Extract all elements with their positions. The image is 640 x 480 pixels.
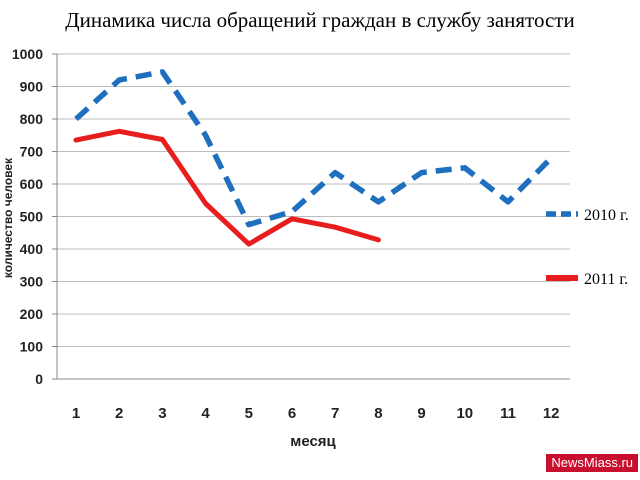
legend-label-1: 2010 г.: [584, 207, 629, 224]
x-tick-label: 7: [331, 405, 339, 422]
y-tick-label: 200: [20, 306, 44, 322]
y-tick-label: 800: [20, 111, 44, 127]
x-tick-label: 12: [543, 405, 560, 422]
x-tick-label: 1: [72, 405, 80, 422]
x-tick-label: 10: [456, 405, 473, 422]
x-tick-label: 2: [115, 405, 123, 422]
chart-title: Динамика числа обращений граждан в служб…: [65, 8, 575, 32]
y-tick-label: 700: [20, 144, 44, 160]
x-tick-label: 11: [500, 405, 516, 422]
x-tick-label: 4: [201, 405, 210, 422]
gridlines: [57, 53, 570, 347]
y-tick-label: 400: [20, 241, 44, 257]
y-tick-label: 100: [20, 339, 44, 355]
series-line-1: [74, 69, 554, 228]
y-tick-label: 0: [35, 371, 43, 387]
y-tick-label: 1000: [12, 46, 43, 62]
y-tick-label: 500: [20, 209, 44, 225]
legend: 2010 г. 2011 г.: [546, 207, 629, 288]
x-tick-label: 9: [417, 405, 425, 422]
x-tick-label: 6: [288, 405, 296, 422]
x-axis-label: месяц: [290, 433, 336, 450]
y-tick-label: 600: [20, 176, 44, 192]
axes: [52, 53, 570, 380]
x-tick-label: 3: [158, 405, 166, 422]
watermark-badge: NewsMiass.ru: [546, 454, 638, 472]
x-tick-label: 8: [374, 405, 382, 422]
y-axis-ticks: 0 100 200 300 400 500 600 700 800 900 1000: [12, 46, 43, 387]
series-line-2: [73, 128, 381, 247]
legend-label-2: 2011 г.: [584, 271, 628, 288]
x-axis-ticks: 1 2 3 4 5 6 7 8 9 10 11 12: [72, 405, 560, 422]
y-axis-label: количество человек: [1, 157, 15, 278]
x-tick-label: 5: [245, 405, 253, 422]
y-tick-label: 300: [20, 274, 44, 290]
y-tick-label: 900: [20, 79, 44, 95]
series-lines: [73, 69, 554, 247]
